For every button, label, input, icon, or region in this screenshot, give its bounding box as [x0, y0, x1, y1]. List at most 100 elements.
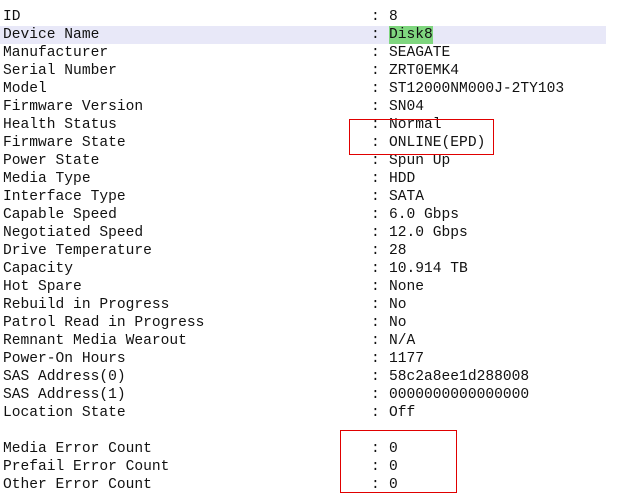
property-value: 8	[389, 9, 398, 25]
separator: :	[371, 387, 380, 403]
separator: :	[371, 99, 380, 115]
separator: :	[371, 441, 380, 457]
property-label: Serial Number	[3, 63, 117, 79]
separator: :	[371, 477, 380, 493]
property-row[interactable]: Location State: Off	[0, 404, 606, 422]
property-label: Model	[3, 81, 47, 97]
property-label: SAS Address(1)	[3, 387, 126, 403]
property-row[interactable]: Manufacturer: SEAGATE	[0, 44, 606, 62]
property-row[interactable]: Capable Speed:6.0 Gbps	[0, 206, 606, 224]
property-label: Media Error Count	[3, 441, 152, 457]
property-value: No	[389, 315, 407, 331]
separator: :	[371, 225, 380, 241]
property-label: Power State	[3, 153, 100, 169]
property-row[interactable]: Media Error Count:0	[0, 440, 606, 458]
property-value: 0	[389, 441, 398, 457]
separator: :	[371, 405, 380, 421]
property-value: 0	[389, 459, 398, 475]
property-label: Location State	[3, 405, 126, 421]
property-value: ZRT0EMK4	[389, 63, 460, 79]
property-value: 6.0 Gbps	[389, 207, 460, 223]
property-row[interactable]: Drive Temperature:28	[0, 242, 606, 260]
separator: :	[371, 117, 380, 133]
separator: :	[371, 315, 380, 331]
property-label: Media Type	[3, 171, 91, 187]
property-label: Other Error Count	[3, 477, 152, 493]
property-label: Device Name	[3, 27, 100, 43]
property-value: SEAGATE	[389, 45, 451, 61]
property-label: Power-On Hours	[3, 351, 126, 367]
property-value: SATA	[389, 189, 425, 205]
property-value: Disk8	[389, 26, 433, 44]
property-label: Health Status	[3, 117, 117, 133]
property-row[interactable]: Capacity:10.914 TB	[0, 260, 606, 278]
separator: :	[371, 81, 380, 97]
property-row[interactable]: Firmware Version: SN04	[0, 98, 606, 116]
property-label: Hot Spare	[3, 279, 82, 295]
property-label: Capacity	[3, 261, 74, 277]
property-row[interactable]: Device Name: Disk8	[0, 26, 606, 44]
property-value: None	[389, 279, 425, 295]
property-label: Prefail Error Count	[3, 459, 170, 475]
property-value: 0	[389, 477, 398, 493]
property-label: Patrol Read in Progress	[3, 315, 205, 331]
property-row[interactable]: Health Status: Normal	[0, 116, 606, 134]
property-value: Normal	[389, 117, 442, 133]
property-label: SAS Address(0)	[3, 369, 126, 385]
property-value: SN04	[389, 99, 425, 115]
property-label: Rebuild in Progress	[3, 297, 170, 313]
property-row[interactable]: Patrol Read in Progress: No	[0, 314, 606, 332]
property-row[interactable]: ID:8	[0, 8, 606, 26]
property-row[interactable]: Power-On Hours:1177	[0, 350, 606, 368]
property-row[interactable]: Media Type: HDD	[0, 170, 606, 188]
property-value: 10.914 TB	[389, 261, 468, 277]
property-value: 12.0 Gbps	[389, 225, 468, 241]
separator: :	[371, 243, 380, 259]
property-value: Off	[389, 405, 416, 421]
property-row[interactable]: Prefail Error Count:0	[0, 458, 606, 476]
property-label: Remnant Media Wearout	[3, 333, 187, 349]
separator: :	[371, 369, 380, 385]
property-label: ID	[3, 9, 21, 25]
separator: :	[371, 27, 380, 43]
property-value: ONLINE(EPD)	[389, 135, 486, 151]
separator: :	[371, 297, 380, 313]
separator: :	[371, 459, 380, 475]
property-value: 28	[389, 243, 407, 259]
separator: :	[371, 261, 380, 277]
property-label: Manufacturer	[3, 45, 109, 61]
property-value: ST12000NM000J-2TY103	[389, 81, 565, 97]
property-row[interactable]: Interface Type: SATA	[0, 188, 606, 206]
property-row[interactable]: SAS Address(0):58c2a8ee1d288008	[0, 368, 606, 386]
separator: :	[371, 279, 380, 295]
annotation-box-errors	[340, 430, 457, 493]
property-value: 1177	[389, 351, 425, 367]
property-row[interactable]: Model: ST12000NM000J-2TY103	[0, 80, 606, 98]
property-label: Negotiated Speed	[3, 225, 144, 241]
property-row[interactable]: SAS Address(1):0000000000000000	[0, 386, 606, 404]
annotation-box-health	[349, 119, 494, 155]
separator: :	[371, 9, 380, 25]
property-row[interactable]: Negotiated Speed:12.0 Gbps	[0, 224, 606, 242]
property-row[interactable]: Firmware State: ONLINE(EPD)	[0, 134, 606, 152]
property-label: Drive Temperature	[3, 243, 152, 259]
separator: :	[371, 351, 380, 367]
separator: :	[371, 171, 380, 187]
separator: :	[371, 135, 380, 151]
property-value: N/A	[389, 333, 416, 349]
property-row[interactable]: Other Error Count:0	[0, 476, 606, 494]
property-label: Capable Speed	[3, 207, 117, 223]
separator: :	[371, 63, 380, 79]
property-label: Interface Type	[3, 189, 126, 205]
property-value: No	[389, 297, 407, 313]
property-row[interactable]: Rebuild in Progress: No	[0, 296, 606, 314]
property-row[interactable]: Remnant Media Wearout: N/A	[0, 332, 606, 350]
property-row[interactable]: Serial Number: ZRT0EMK4	[0, 62, 606, 80]
separator: :	[371, 207, 380, 223]
property-value: 0000000000000000	[389, 387, 530, 403]
separator: :	[371, 333, 380, 349]
property-row[interactable]: Hot Spare: None	[0, 278, 606, 296]
property-row[interactable]: Power State: Spun Up	[0, 152, 606, 170]
property-value: HDD	[389, 171, 416, 187]
separator: :	[371, 189, 380, 205]
